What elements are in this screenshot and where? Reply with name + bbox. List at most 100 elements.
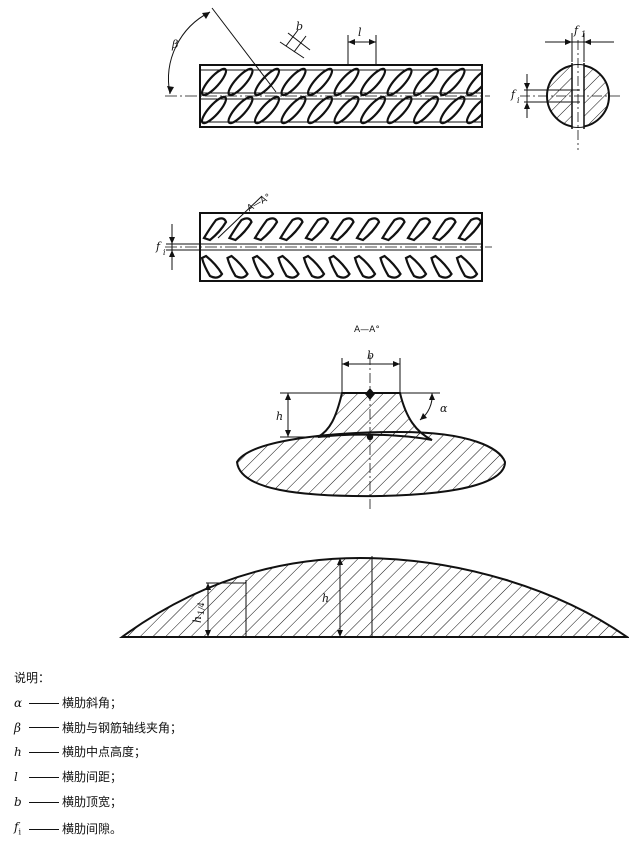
rib xyxy=(455,254,479,279)
legend-description: 横肋间隙。 xyxy=(62,822,123,837)
rib xyxy=(355,217,381,242)
rib xyxy=(278,217,304,242)
legend-dash xyxy=(29,702,59,704)
legend-dash xyxy=(29,777,59,779)
rib xyxy=(227,67,254,97)
rib-profile xyxy=(317,392,433,441)
rib xyxy=(353,254,377,279)
arrowhead xyxy=(393,361,400,367)
rebar-side-view-2: A—A° f i xyxy=(155,192,492,282)
legend-symbol: α xyxy=(14,695,23,710)
legend-item: l 横肋间距； xyxy=(14,765,182,790)
rib-arc-profile xyxy=(118,556,629,638)
arrowhead xyxy=(337,558,343,565)
rib xyxy=(457,217,482,242)
h14-label: h xyxy=(191,616,204,623)
legend-items: α 横肋斜角； β 横肋与钢筋轴线夹角； h 横肋中点高度； l 横肋间距； b 横肋顶宽； fi 横… xyxy=(14,691,182,845)
rib xyxy=(439,95,466,125)
rib xyxy=(430,254,453,279)
l-label: l xyxy=(358,26,362,39)
rib xyxy=(333,95,360,125)
rib xyxy=(431,217,457,242)
legend-symbol: b xyxy=(14,794,22,809)
b-dim-tick xyxy=(285,29,299,47)
bar-core-section xyxy=(235,430,507,498)
rib xyxy=(226,254,249,279)
rib xyxy=(306,95,334,125)
rib xyxy=(306,67,334,97)
rib xyxy=(253,95,281,125)
legend-symbol: l xyxy=(14,770,18,785)
legend-item: β 横肋与钢筋轴线夹角； xyxy=(14,716,182,741)
beta-label: β xyxy=(171,38,178,51)
legend-description: 横肋与钢筋轴线夹角； xyxy=(62,720,183,735)
arrowhead xyxy=(167,86,174,94)
rebar-cross-section: f 1 f i xyxy=(510,24,620,150)
legend-symbol: β xyxy=(14,720,21,735)
legend-item: α 横肋斜角； xyxy=(14,691,182,716)
rib xyxy=(328,254,351,279)
arrowhead xyxy=(369,39,376,45)
rib xyxy=(359,67,387,97)
h14-sub: 1/4 xyxy=(197,602,206,615)
rib xyxy=(202,217,228,242)
rib xyxy=(329,217,355,242)
section-title: A—A° xyxy=(354,325,380,335)
rib xyxy=(253,217,279,242)
legend-description: 横肋顶宽； xyxy=(62,794,123,809)
b-label: b xyxy=(296,20,303,33)
arrowhead xyxy=(584,39,591,45)
arrowhead xyxy=(169,250,175,257)
section-marker-label: A—A° xyxy=(246,192,273,214)
h-label: h xyxy=(322,592,329,605)
legend-item: b 横肋顶宽； xyxy=(14,790,182,815)
legend-symbol-sub: i xyxy=(18,827,22,837)
alpha-label: α xyxy=(440,402,448,415)
rib xyxy=(251,254,275,279)
fi-sub: i xyxy=(163,248,166,257)
legend-item: h 横肋中点高度； xyxy=(14,740,182,765)
arrowhead xyxy=(285,393,291,400)
f1-label: f xyxy=(573,24,580,37)
fi-label: f xyxy=(510,88,517,101)
legend-dash xyxy=(29,752,59,754)
b-label: b xyxy=(367,349,374,362)
rib xyxy=(200,67,228,97)
legend: 说明： α 横肋斜角； β 横肋与钢筋轴线夹角； h 横肋中点高度； l 横肋间距； b 横肋顶宽… xyxy=(14,666,182,845)
rib-longitudinal-profile: h h 1/4 xyxy=(118,556,629,638)
legend-dash xyxy=(29,727,59,729)
legend-symbol: f xyxy=(14,819,19,834)
rib xyxy=(412,95,440,125)
arrowhead xyxy=(202,12,210,19)
rib xyxy=(379,254,402,279)
rib xyxy=(280,95,307,125)
rib xyxy=(200,95,228,125)
legend-description: 横肋斜角； xyxy=(62,695,123,710)
arrowhead xyxy=(285,430,291,437)
arrowhead xyxy=(169,237,175,244)
rib-mid-point xyxy=(366,433,374,441)
fi-sub: i xyxy=(517,96,520,105)
b-dim-line xyxy=(287,32,311,51)
beta-arc xyxy=(168,11,211,95)
rib xyxy=(406,217,432,242)
arrowhead xyxy=(524,83,530,90)
rib xyxy=(439,67,466,97)
rib-section-view: A—A° b h α xyxy=(235,325,507,510)
legend-dash xyxy=(29,801,59,803)
rib xyxy=(465,67,482,97)
arrowhead xyxy=(337,630,343,637)
arrowhead xyxy=(342,361,349,367)
legend-heading: 说明： xyxy=(14,671,51,685)
rib xyxy=(380,217,406,242)
rib xyxy=(227,217,253,242)
rib xyxy=(302,254,326,279)
rib xyxy=(333,67,360,97)
rib xyxy=(277,254,300,279)
f1-sub: 1 xyxy=(581,30,586,39)
legend-description: 横肋中点高度； xyxy=(62,745,147,760)
b-dim-tick xyxy=(293,35,307,53)
arrowhead xyxy=(420,413,427,420)
arrowhead xyxy=(524,102,530,109)
